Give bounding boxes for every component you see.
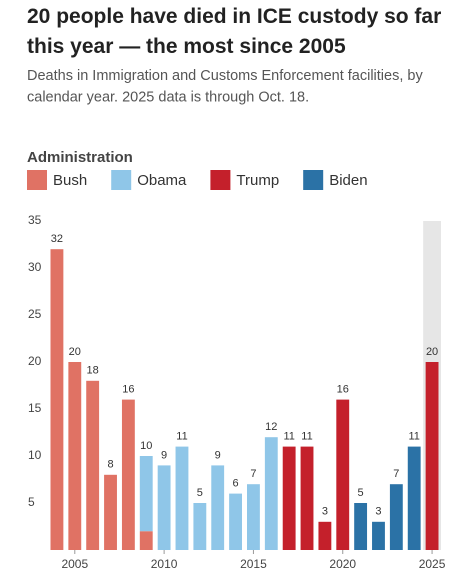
legend-label: Bush <box>53 172 87 189</box>
x-tick-label: 2015 <box>240 557 267 571</box>
bar <box>264 437 278 550</box>
text-line: 20 people have died in ICE custody so fa… <box>27 5 441 28</box>
value-label: 8 <box>107 459 113 471</box>
bar <box>193 503 207 550</box>
bar <box>139 456 153 532</box>
bar <box>300 446 314 550</box>
x-tick-label: 2020 <box>329 557 356 571</box>
legend-title: Administration <box>27 149 133 166</box>
x-tick-label: 2025 <box>419 557 446 571</box>
bar <box>282 446 296 550</box>
bar <box>121 399 135 550</box>
bar <box>68 362 82 550</box>
chart-subtitle: Deaths in Immigration and Customs Enforc… <box>27 68 423 106</box>
text-line: this year — the most since 2005 <box>27 35 346 58</box>
value-label: 16 <box>337 384 349 396</box>
bar <box>336 399 350 550</box>
legend-swatch <box>210 170 231 190</box>
y-tick-label: 10 <box>28 448 42 462</box>
legend-swatch <box>111 170 132 190</box>
value-label: 11 <box>176 431 187 443</box>
value-label: 18 <box>87 365 99 377</box>
value-label: 11 <box>408 431 419 443</box>
x-tick-label: 2010 <box>151 557 178 571</box>
value-label: 9 <box>161 449 167 461</box>
bar <box>211 465 225 550</box>
value-label: 3 <box>322 506 328 518</box>
value-label: 12 <box>265 421 277 433</box>
bar <box>157 465 171 550</box>
value-label: 32 <box>51 233 63 245</box>
bar <box>104 474 117 550</box>
y-tick-label: 15 <box>28 401 42 415</box>
bar <box>318 521 332 550</box>
bar <box>86 380 100 550</box>
chart-title: 20 people have died in ICE custody so fa… <box>27 5 441 58</box>
legend-label: Biden <box>329 172 367 189</box>
bar <box>389 484 403 550</box>
bar <box>50 249 64 550</box>
y-tick-label: 30 <box>28 260 42 274</box>
value-label: 5 <box>197 487 203 499</box>
value-label: 5 <box>358 487 364 499</box>
value-label: 11 <box>283 431 294 443</box>
bar <box>407 446 421 550</box>
value-label: 6 <box>233 478 239 490</box>
y-tick-label: 20 <box>28 354 42 368</box>
bar <box>247 484 260 550</box>
text-line: calendar year. 2025 data is through Oct.… <box>27 89 309 105</box>
legend-label: Obama <box>137 172 187 189</box>
bar <box>372 521 385 550</box>
legend-label: Trump <box>236 172 279 189</box>
value-label: 10 <box>140 440 152 452</box>
bar <box>354 503 368 550</box>
x-tick-label: 2005 <box>61 557 88 571</box>
value-label: 20 <box>69 346 81 358</box>
bar <box>425 362 439 550</box>
text-line: Deaths in Immigration and Customs Enforc… <box>27 68 423 84</box>
value-label: 20 <box>426 346 438 358</box>
y-tick-label: 5 <box>28 495 35 509</box>
value-label: 7 <box>250 468 256 480</box>
y-tick-label: 25 <box>28 307 42 321</box>
bar <box>175 446 189 550</box>
legend-swatch <box>27 170 47 190</box>
value-label: 7 <box>393 468 399 480</box>
bar <box>139 531 153 550</box>
y-tick-label: 35 <box>28 213 42 227</box>
value-label: 9 <box>215 449 221 461</box>
bar <box>229 493 242 550</box>
value-label: 3 <box>375 506 381 518</box>
value-label: 11 <box>301 431 312 443</box>
value-label: 16 <box>122 384 134 396</box>
legend-swatch <box>303 170 324 190</box>
